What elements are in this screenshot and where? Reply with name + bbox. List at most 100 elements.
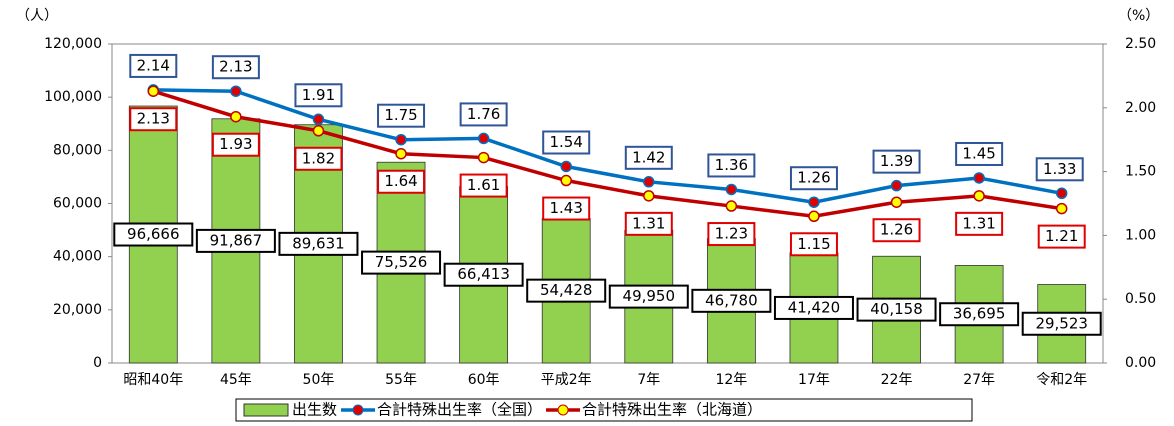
bar-label: 36,695	[953, 305, 1006, 323]
line-label-box	[294, 146, 343, 171]
line-label-box	[542, 130, 591, 155]
marker	[477, 151, 490, 164]
line-label-box	[1035, 157, 1084, 182]
line-label: 1.39	[880, 152, 913, 170]
bar-label-box	[608, 284, 689, 309]
marker	[312, 125, 325, 137]
line-label-box	[707, 222, 756, 247]
line	[153, 88, 1063, 205]
x-tick-label: 7年	[637, 372, 660, 388]
bar-label: 49,950	[623, 287, 676, 305]
bar-label: 66,413	[457, 265, 510, 283]
line-label: 1.75	[384, 106, 417, 124]
legend-frame	[235, 398, 973, 422]
bar-label-box	[939, 302, 1020, 327]
y2-tick-label: 0.00	[1125, 355, 1156, 371]
line-label-box	[707, 153, 756, 178]
line-label: 1.45	[962, 144, 995, 162]
x-tick-label: 平成2年	[541, 372, 592, 388]
line-label-box	[955, 211, 1004, 236]
line-label-box	[789, 232, 838, 257]
y-unit: （人）	[16, 8, 58, 24]
bar-label-box	[361, 250, 442, 275]
bar-label-box	[113, 222, 194, 247]
bar-label: 96,666	[127, 225, 180, 243]
line-label-box	[955, 141, 1004, 166]
line-label: 1.21	[1045, 227, 1078, 245]
y-tick-label: 100,000	[44, 89, 102, 105]
y2-tick-label: 2.00	[1125, 100, 1156, 116]
line-label: 2.14	[137, 56, 170, 74]
marker	[1055, 202, 1068, 215]
bar-label-box	[691, 288, 772, 313]
legend-swatch	[243, 403, 289, 417]
marker	[395, 133, 407, 146]
line-label: 1.33	[1043, 160, 1076, 178]
bar-label-box	[1021, 311, 1102, 336]
x-tick-label: 昭和40年	[123, 372, 183, 388]
y2-tick-label: 1.50	[1125, 164, 1156, 180]
marker	[890, 196, 903, 208]
x-tick-label: 令和2年	[1036, 372, 1087, 388]
marker	[230, 110, 242, 123]
marker	[477, 132, 490, 145]
line-label-box	[459, 102, 508, 127]
bar-label: 41,420	[788, 298, 841, 316]
line-label: 2.13	[219, 58, 252, 76]
line-label: 1.93	[219, 135, 252, 153]
line-label: 1.31	[962, 214, 995, 232]
x-tick-label: 45年	[220, 372, 252, 388]
y-tick-label: 40,000	[53, 249, 102, 265]
y-tick-label: 120,000	[44, 36, 102, 52]
line-label-box	[377, 103, 426, 128]
line-label: 2.13	[137, 110, 170, 128]
line	[152, 89, 1062, 219]
line-label: 1.42	[632, 148, 665, 166]
line-label-box	[789, 166, 838, 191]
bar-label-box	[195, 228, 276, 253]
y-tick-label: 60,000	[53, 196, 102, 212]
line-label-box	[624, 145, 673, 170]
line-label-box	[294, 83, 343, 108]
line-label: 1.23	[715, 225, 748, 243]
bar-label: 89,631	[292, 234, 345, 252]
marker	[808, 210, 820, 223]
bar-label: 91,867	[210, 231, 263, 249]
bar-label: 46,780	[705, 291, 758, 309]
y-tick-label: 80,000	[53, 142, 102, 158]
legend-label: 出生数	[292, 401, 337, 419]
y2-unit: （%）	[1118, 8, 1159, 24]
marker	[560, 174, 572, 187]
marker	[643, 190, 655, 202]
line-label: 1.61	[467, 176, 500, 194]
bar-label-box	[526, 278, 607, 303]
marker	[1055, 187, 1068, 200]
y2-tick-label: 0.50	[1125, 291, 1156, 307]
marker	[808, 196, 820, 208]
y2-tick-label: 1.00	[1125, 227, 1156, 243]
marker	[890, 179, 903, 192]
marker	[643, 176, 655, 188]
line-label-box	[624, 211, 673, 236]
x-tick-label: 27年	[963, 372, 995, 388]
line-label-box	[211, 55, 260, 80]
marker	[973, 190, 985, 202]
legend-label: 合計特殊出生率（全国）	[377, 401, 542, 419]
marker	[230, 85, 242, 97]
line-label: 1.15	[797, 235, 830, 253]
legend-marker	[352, 404, 364, 416]
line-label-box	[377, 169, 426, 194]
line-label-box	[542, 196, 591, 221]
line-label-box	[1037, 224, 1086, 249]
marker	[973, 172, 985, 184]
line-label: 1.64	[384, 172, 417, 190]
line-label-box	[129, 107, 178, 132]
line-label: 1.76	[467, 105, 500, 123]
line-label-box	[872, 149, 921, 174]
line-label: 1.91	[302, 86, 335, 104]
marker	[560, 160, 572, 173]
bar-label: 40,158	[870, 300, 923, 318]
line-label: 1.26	[797, 169, 830, 187]
bar-label-box	[856, 297, 937, 322]
